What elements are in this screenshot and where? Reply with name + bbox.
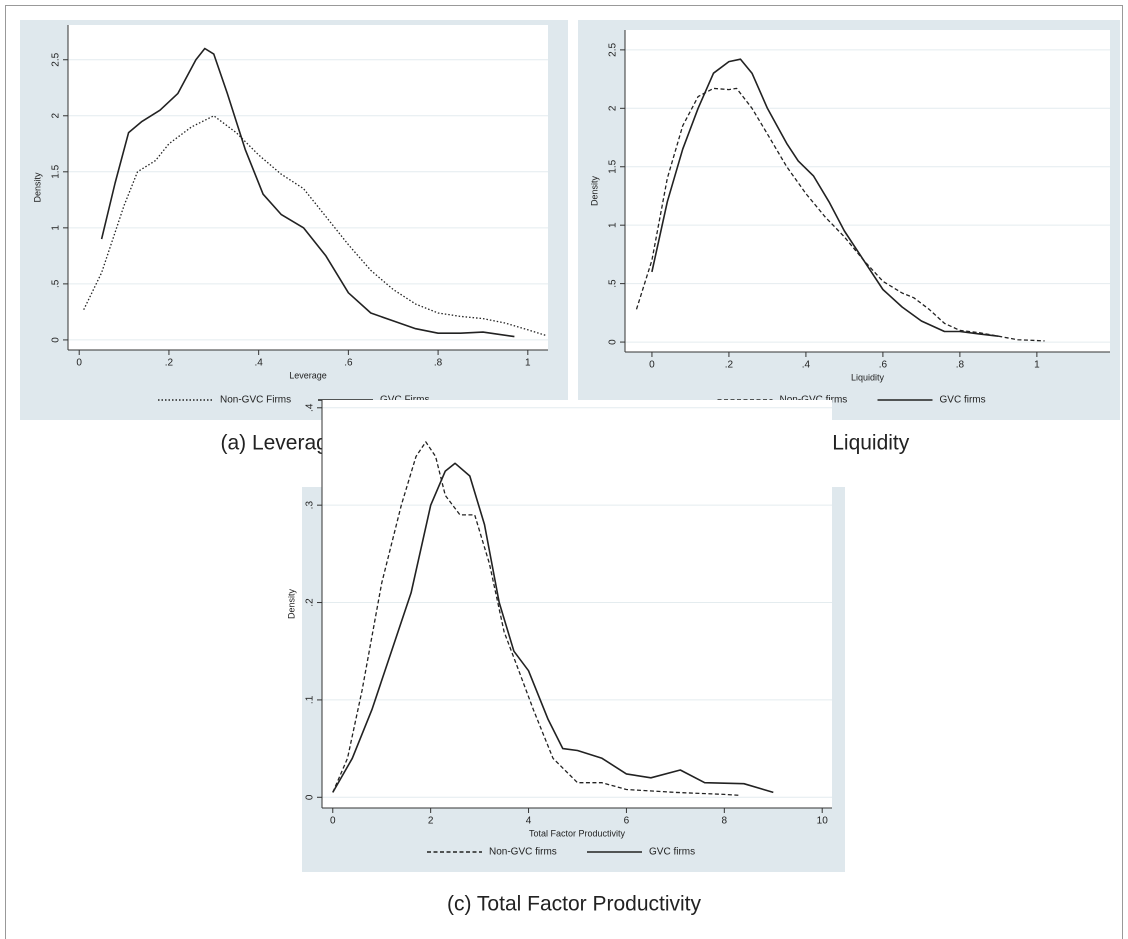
series-line <box>332 462 774 794</box>
y-tick-label: 1 <box>608 222 619 228</box>
y-tick-label: 0 <box>305 794 316 800</box>
chart: 0.511.522.50.2.4.6.81LiquidityDensityNon… <box>578 20 1120 455</box>
x-tick-label: .2 <box>725 360 734 371</box>
x-tick-label: .8 <box>434 358 443 369</box>
series-line <box>635 87 1045 342</box>
y-tick-label: 2.5 <box>51 52 62 66</box>
y-tick-label: 1 <box>51 225 62 231</box>
y-tick-label: .1 <box>305 695 316 704</box>
series-line <box>332 441 740 796</box>
legend-label: GVC firms <box>940 395 986 406</box>
y-axis-label: Density <box>32 172 42 203</box>
x-tick-label: 10 <box>817 816 829 827</box>
x-tick-label: 1 <box>1034 360 1040 371</box>
series-line <box>83 115 546 337</box>
x-tick-label: 1 <box>525 358 531 369</box>
y-tick-label: 0 <box>608 339 619 345</box>
x-axis-label: Liquidity <box>851 372 885 382</box>
x-tick-label: .2 <box>165 358 174 369</box>
y-tick-label: .5 <box>608 279 619 288</box>
y-tick-label: 0 <box>51 337 62 343</box>
y-tick-label: .3 <box>305 501 316 510</box>
x-tick-label: 6 <box>624 816 630 827</box>
chart: 0 .5 1 1.5 2 2.5 0 .2 .4 .6 .8 1 Leverage Density Non-… <box>20 20 568 455</box>
legend-label: Non-GVC Firms <box>220 395 291 406</box>
x-tick-label: 0 <box>649 360 655 371</box>
legend-label: GVC firms <box>649 847 695 858</box>
plot-area <box>68 25 548 350</box>
frame <box>5 5 1123 939</box>
x-tick-label: .6 <box>879 360 888 371</box>
x-tick-label: 0 <box>76 358 82 369</box>
x-axis-label: Leverage <box>289 370 327 380</box>
plot-area <box>322 400 832 808</box>
y-axis-label: Density <box>286 588 296 619</box>
chart-caption: (a) Leverage <box>220 432 339 455</box>
y-tick-label: .4 <box>305 403 316 412</box>
x-tick-label: .4 <box>254 358 263 369</box>
y-tick-label: 1.5 <box>608 159 619 173</box>
x-axis-label: Total Factor Productivity <box>529 828 626 838</box>
series-line <box>651 58 999 337</box>
legend-label: Non-GVC firms <box>489 847 557 858</box>
plot-area <box>625 30 1110 352</box>
x-tick-label: .4 <box>802 360 811 371</box>
y-tick-label: 2 <box>608 105 619 111</box>
x-tick-label: 0 <box>330 816 336 827</box>
x-tick-label: 2 <box>428 816 434 827</box>
x-tick-label: .6 <box>344 358 353 369</box>
y-tick-label: .2 <box>305 598 316 607</box>
x-tick-label: .8 <box>956 360 965 371</box>
y-axis-label: Density <box>589 175 599 206</box>
y-tick-label: 2 <box>51 113 62 119</box>
x-tick-label: 4 <box>526 816 532 827</box>
x-tick-label: 8 <box>722 816 728 827</box>
y-tick-label: .5 <box>51 279 62 288</box>
y-tick-label: 2.5 <box>608 42 619 56</box>
chart-caption: (c) Total Factor Productivity <box>447 893 702 916</box>
chart: 0 .1 .2 .3 .4 0 2 4 6 8 10 Total Factor Productivit… <box>286 400 845 916</box>
y-tick-label: 1.5 <box>51 164 62 178</box>
series-line <box>100 47 515 338</box>
